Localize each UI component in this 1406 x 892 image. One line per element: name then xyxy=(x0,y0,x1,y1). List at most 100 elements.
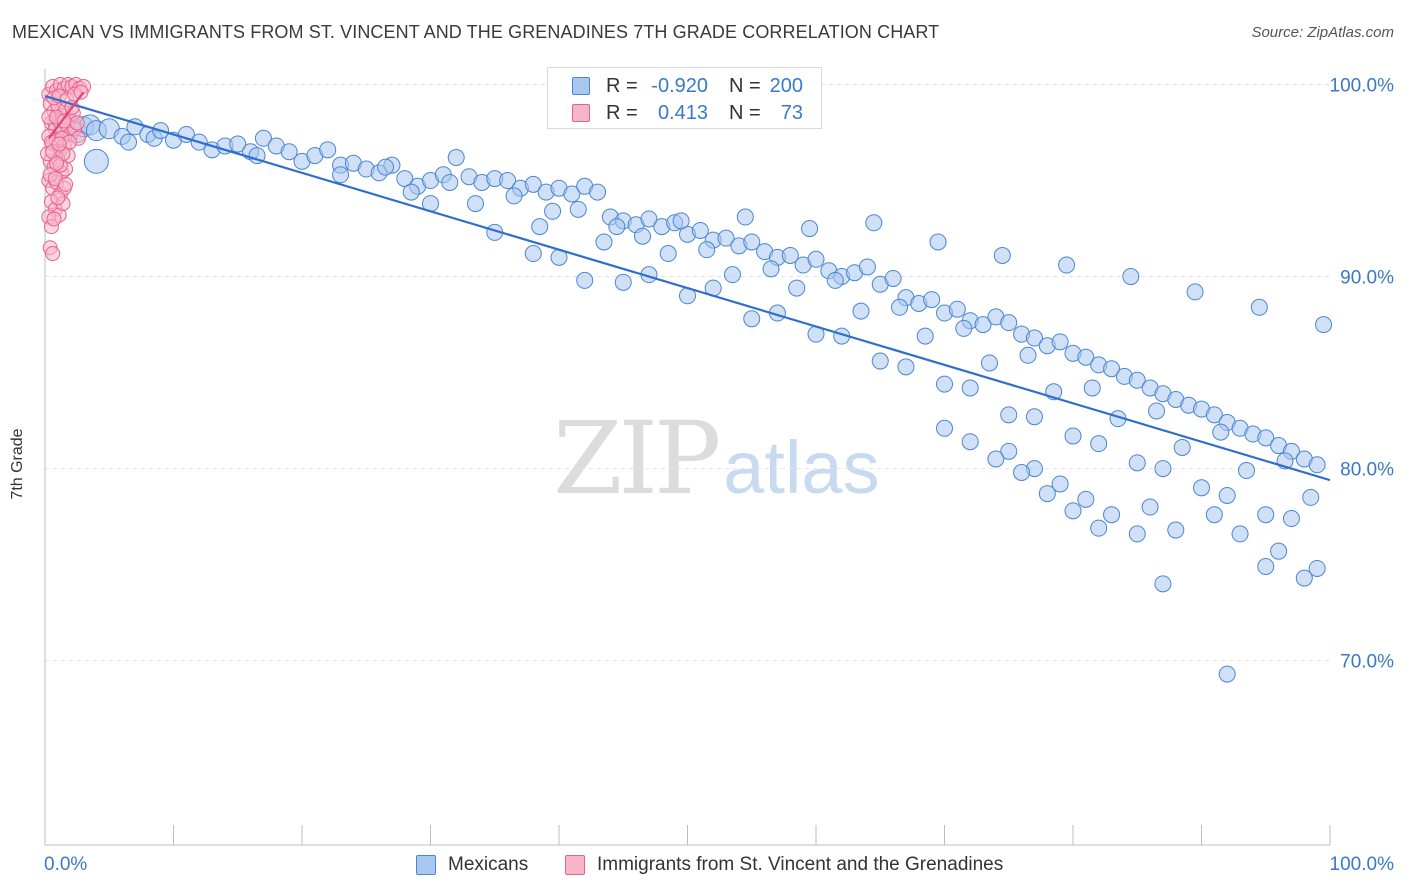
chart-title: MEXICAN VS IMMIGRANTS FROM ST. VINCENT A… xyxy=(12,22,940,42)
mexicans-point xyxy=(1064,502,1082,520)
mexicans-point xyxy=(1302,488,1320,506)
mexicans-point xyxy=(807,250,825,268)
series-legend: Mexicans Immigrants from St. Vincent and… xyxy=(0,852,1406,878)
r-label: R = xyxy=(606,75,638,97)
mexicans-point xyxy=(993,246,1011,264)
mexicans-point xyxy=(1000,406,1018,424)
mexicans-point xyxy=(1173,438,1191,456)
n-value: 200 xyxy=(769,75,803,97)
mexicans-point xyxy=(229,135,247,153)
mexicans-point xyxy=(332,166,350,184)
mexicans-point xyxy=(865,214,883,232)
mexicans-point xyxy=(1257,558,1275,576)
mexicans-point xyxy=(1090,435,1108,453)
immigrants-point xyxy=(69,115,85,131)
mexicans-point xyxy=(691,221,709,239)
mexicans-point xyxy=(1141,498,1159,516)
mexicans-point xyxy=(1128,371,1146,389)
mexicans-trend-line xyxy=(44,94,1331,482)
mexicans-point xyxy=(1128,454,1146,472)
r-value: 0.413 xyxy=(657,102,708,124)
immigrants-point xyxy=(45,246,61,262)
mexicans-point xyxy=(634,227,652,245)
mexicans-point xyxy=(505,187,523,205)
mexicans-point xyxy=(897,358,915,376)
legend-swatch-pink xyxy=(565,855,585,875)
stat-row-mexicans: R = -0.920 N = 200 xyxy=(548,72,821,100)
mexicans-point xyxy=(1000,442,1018,460)
mexicans-point xyxy=(1186,283,1204,301)
mexicans-point xyxy=(524,175,542,193)
mexicans-point xyxy=(781,246,799,264)
mexicans-point xyxy=(936,375,953,393)
mexicans-point xyxy=(83,148,109,174)
mexicans-point xyxy=(1051,475,1069,493)
mexicans-point xyxy=(659,245,677,263)
mexicans-point xyxy=(1090,519,1108,537)
legend-swatch-blue xyxy=(416,855,436,875)
mexicans-point xyxy=(698,241,716,259)
immigrants-trend-line xyxy=(47,91,85,139)
mexicans-point xyxy=(1231,525,1249,543)
mexicans-point xyxy=(1077,490,1095,508)
x-tick-label: 100.0% xyxy=(1330,854,1395,875)
immigrants-point xyxy=(46,211,62,227)
mexicans-point xyxy=(974,316,992,334)
mexicans-point xyxy=(980,354,998,372)
legend-swatch-pink xyxy=(572,104,590,122)
mexicans-point xyxy=(723,266,741,284)
y-tick-label: 70.0% xyxy=(1340,652,1394,673)
mexicans-point xyxy=(499,172,517,190)
mexicans-point xyxy=(936,419,953,437)
mexicans-point xyxy=(1282,510,1300,528)
mexicans-point xyxy=(254,129,272,147)
mexicans-point xyxy=(1103,506,1121,524)
mexicans-point xyxy=(1077,348,1095,366)
mexicans-point xyxy=(929,233,947,251)
mexicans-point xyxy=(544,202,562,220)
mexicans-point xyxy=(1257,506,1275,524)
immigrants-point xyxy=(58,176,74,192)
mexicans-point xyxy=(1058,256,1076,274)
y-tick-label: 100.0% xyxy=(1330,76,1395,97)
y-tick-label: 80.0% xyxy=(1340,460,1394,481)
mexicans-point xyxy=(916,327,934,345)
mexicans-point xyxy=(1148,402,1166,420)
stat-legend: R = -0.920 N = 200 R = 0.413 N = 73 xyxy=(547,67,822,129)
mexicans-point xyxy=(871,352,889,370)
mexicans-point xyxy=(1025,408,1043,426)
mexicans-point xyxy=(1154,575,1172,593)
stat-row-immigrants: R = 0.413 N = 73 xyxy=(548,99,821,127)
mexicans-point xyxy=(961,433,979,451)
mexicans-point xyxy=(1218,486,1236,504)
immigrants-point xyxy=(51,136,67,152)
mexicans-point xyxy=(1122,268,1140,286)
mexicans-point xyxy=(762,260,780,278)
mexicans-point xyxy=(1000,314,1018,332)
mexicans-point xyxy=(801,220,819,238)
mexicans-point xyxy=(563,185,581,203)
mexicans-point xyxy=(1083,379,1101,397)
n-label: N = xyxy=(729,102,761,124)
mexicans-point xyxy=(923,291,941,309)
legend-label: Immigrants from St. Vincent and the Gren… xyxy=(597,854,1004,875)
mexicans-point xyxy=(589,183,607,201)
mexicans-point xyxy=(1103,360,1121,378)
r-value: -0.920 xyxy=(651,75,708,97)
mexicans-point xyxy=(608,218,626,236)
mexicans-point xyxy=(955,319,973,337)
mexicans-point xyxy=(1064,427,1082,445)
mexicans-point xyxy=(1205,506,1223,524)
mexicans-point xyxy=(1013,463,1031,481)
mexicans-point xyxy=(1154,460,1172,478)
mexicans-point xyxy=(595,233,613,251)
mexicans-point xyxy=(1308,559,1326,577)
mexicans-point xyxy=(1218,665,1236,683)
mexicans-point xyxy=(319,141,337,159)
mexicans-point xyxy=(1019,346,1037,364)
immigrants-point xyxy=(50,190,66,206)
mexicans-point xyxy=(569,200,587,218)
mexicans-point xyxy=(891,298,909,316)
mexicans-point xyxy=(377,158,395,176)
